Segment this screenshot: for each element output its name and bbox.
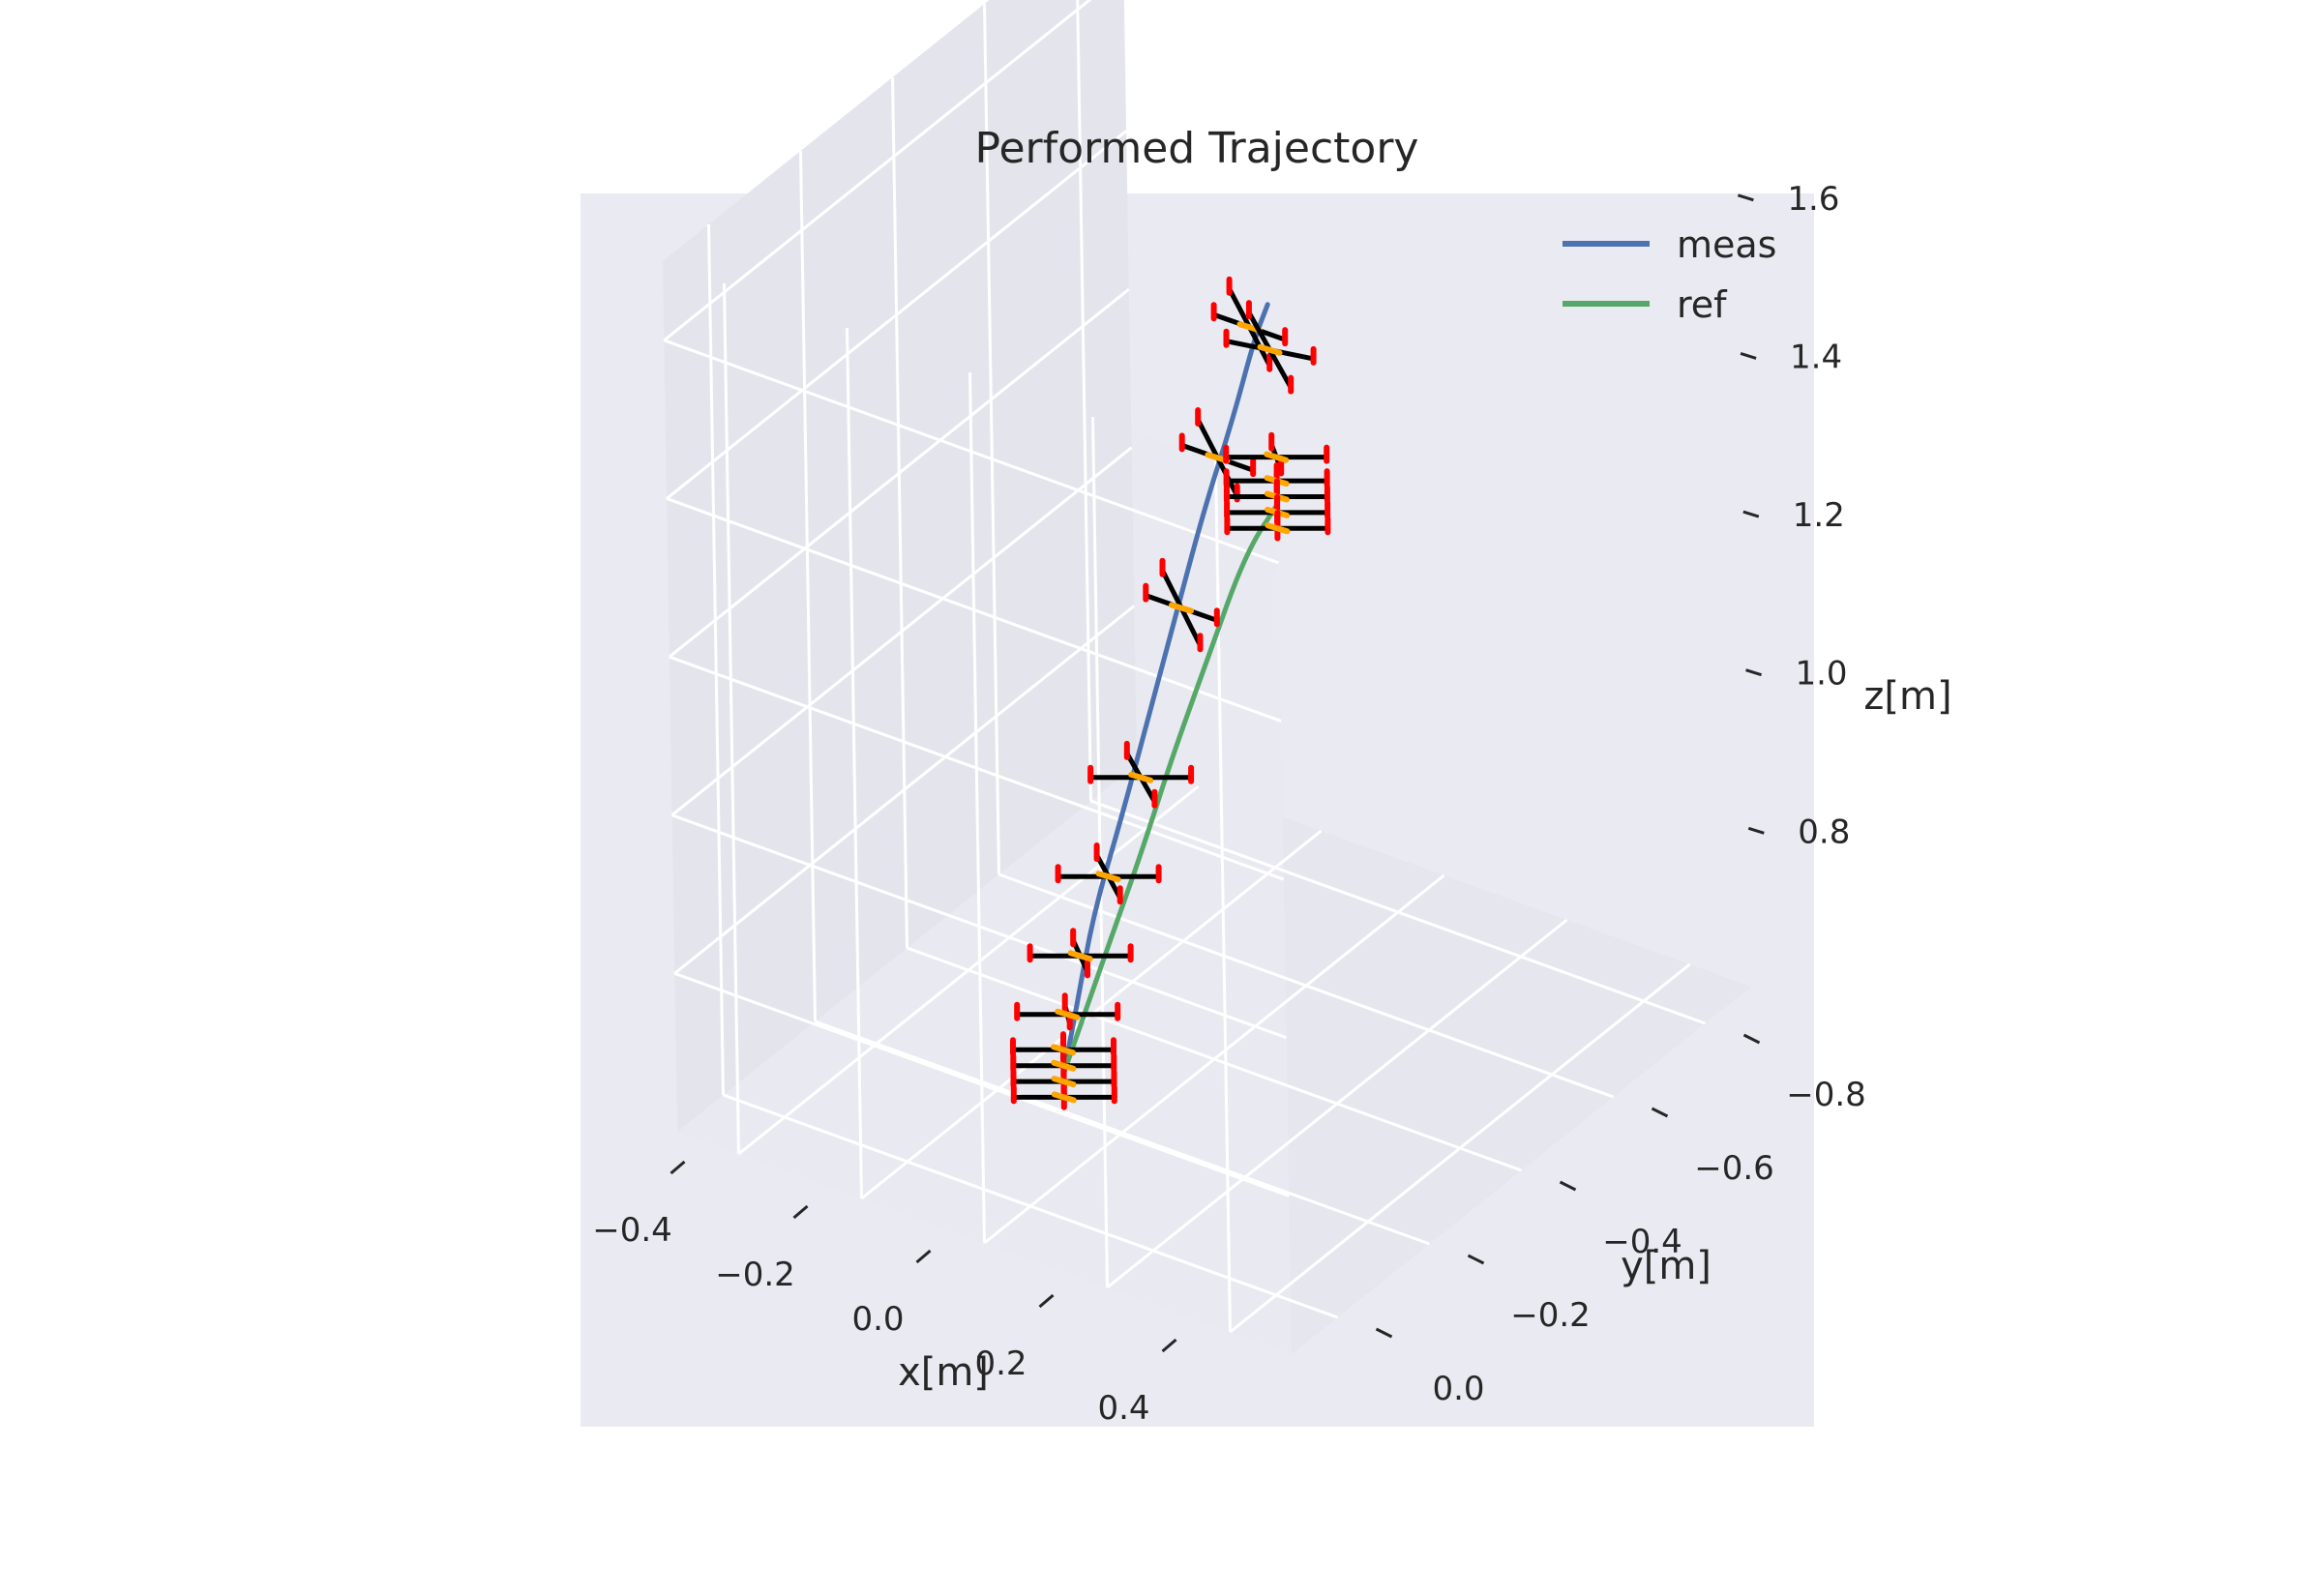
drone-hub — [1055, 1008, 1081, 1020]
gridline-y-wall — [983, 3, 1000, 875]
gridline-x-wall — [846, 327, 863, 1199]
legend: meas ref — [1563, 223, 1776, 326]
z-tick-label: 1.6 — [1787, 180, 1839, 219]
drone-marker — [1223, 300, 1317, 395]
gridline-x-wall — [723, 282, 740, 1155]
drone-marker — [1055, 842, 1162, 905]
drone-hub — [1067, 950, 1093, 962]
drone-hub — [1095, 871, 1121, 883]
y-tick-mark — [1742, 1033, 1761, 1045]
drone-hub — [1128, 771, 1154, 783]
y-tick-mark — [1375, 1327, 1393, 1339]
drone-hub — [1051, 1059, 1077, 1072]
gridline-y-wall — [1076, 0, 1092, 802]
drone-hub — [1265, 522, 1291, 535]
z-tick-mark — [1747, 826, 1765, 835]
drone-hub — [1257, 343, 1283, 356]
tick-labels: −0.4 −0.2 0.0 0.2 0.4 0.0 −0.2 −0.4 −0.6 −0.8 0.8 1… — [592, 180, 1866, 1428]
drone-marker — [1014, 992, 1121, 1031]
gridline-z-left — [669, 655, 1285, 881]
z-tick-mark — [1745, 668, 1762, 677]
gridline-z-back — [668, 287, 1130, 659]
y-tick-label: −0.4 — [1602, 1223, 1682, 1261]
y-tick-label: −0.2 — [1510, 1296, 1591, 1335]
z-tick-label: 0.8 — [1798, 813, 1850, 851]
gridline-x-wall — [1091, 416, 1109, 1288]
drone-hub — [1169, 602, 1194, 614]
z-tick-mark — [1740, 352, 1757, 360]
y-tick-mark — [1467, 1254, 1485, 1265]
x-tick-label: 0.0 — [851, 1300, 904, 1339]
gridline-y-floor — [814, 1020, 1431, 1246]
x-axis-label: x[m] — [898, 1350, 989, 1395]
z-tick-mark — [1737, 193, 1754, 202]
z-tick-label: 1.2 — [1793, 496, 1845, 535]
drone-marker — [1010, 1031, 1116, 1063]
gridline-y-wall — [891, 76, 908, 949]
gridlines — [663, 0, 1707, 1334]
legend-label-ref: ref — [1677, 283, 1728, 326]
x-tick-label: −0.2 — [715, 1256, 795, 1294]
legend-label-meas: meas — [1677, 223, 1776, 266]
z-axis-label: z[m] — [1863, 674, 1951, 719]
drone-marker — [1087, 740, 1195, 809]
drone-hub — [1051, 1044, 1076, 1056]
x-tick-label: 0.2 — [974, 1345, 1027, 1383]
z-tick-label: 1.0 — [1795, 655, 1847, 694]
drone-markers — [1010, 276, 1331, 1110]
gridline-y-wall — [707, 223, 725, 1096]
z-tick-label: 1.4 — [1790, 339, 1842, 377]
y-tick-mark — [1651, 1107, 1669, 1118]
gridline-z-left — [663, 339, 1279, 565]
tick-marks — [670, 193, 1765, 1353]
gridline-y-floor — [1089, 799, 1707, 1025]
drone-hub — [1051, 1091, 1077, 1104]
drone-hub — [1264, 451, 1290, 463]
gridline-z-back — [670, 446, 1133, 816]
gridline-y-floor — [722, 1093, 1339, 1319]
y-axis-label: y[m] — [1621, 1244, 1712, 1288]
x-tick-label: −0.4 — [592, 1211, 672, 1250]
x-tick-mark — [1161, 1338, 1177, 1353]
z-tick-mark — [1742, 510, 1760, 518]
gridline-y-floor — [997, 872, 1615, 1099]
gridline-z-left — [671, 813, 1288, 1040]
y-tick-label: −0.6 — [1694, 1149, 1774, 1188]
gridline-y-wall — [799, 150, 817, 1022]
y-tick-label: −0.8 — [1786, 1076, 1866, 1114]
x-tick-mark — [1038, 1293, 1055, 1309]
gridline-z-back — [673, 605, 1136, 975]
drone-hub — [1051, 1076, 1077, 1088]
drone-marker — [1027, 928, 1134, 979]
x-tick-mark — [670, 1160, 686, 1175]
series-line-meas — [1060, 302, 1270, 1077]
gridline-y-floor — [906, 946, 1523, 1172]
drone-marker — [1224, 510, 1331, 542]
x-tick-mark — [792, 1204, 809, 1220]
gridline-z-back — [663, 0, 1092, 341]
drone-marker — [1210, 276, 1289, 372]
gridline-z-left — [666, 497, 1282, 723]
chart-title: Performed Trajectory — [975, 124, 1419, 173]
gridline-x-wall — [968, 371, 986, 1244]
drone-marker — [1143, 557, 1220, 653]
x-tick-mark — [915, 1249, 932, 1264]
gridline-x-wall — [1214, 460, 1232, 1333]
gridline-z-back — [666, 130, 1128, 500]
gridline-z-left — [673, 971, 1290, 1197]
y-tick-mark — [1559, 1180, 1577, 1192]
x-tick-label: 0.4 — [1097, 1389, 1149, 1428]
y-tick-label: 0.0 — [1432, 1370, 1484, 1408]
